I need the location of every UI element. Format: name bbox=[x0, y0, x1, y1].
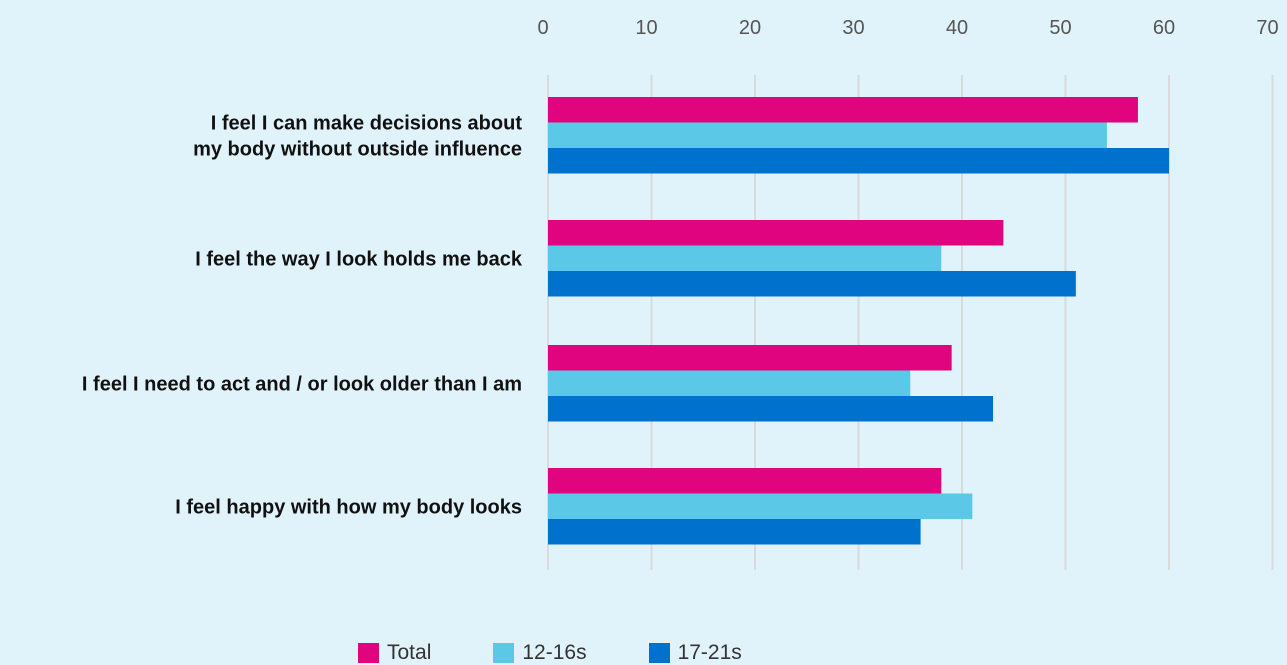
legend-swatch-17-21s bbox=[648, 643, 670, 663]
legend-item-12-16s: 12-16s bbox=[493, 641, 587, 665]
bar-chart: 0 10 20 30 40 50 60 70 I feel I can make decisi… bbox=[82, 17, 1279, 570]
x-tick-label: 50 bbox=[1049, 17, 1071, 39]
legend-label-total: Total bbox=[387, 641, 432, 664]
legend-swatch-total bbox=[358, 643, 379, 663]
bar bbox=[548, 271, 1076, 297]
legend: Total 12-16s 17-21s bbox=[358, 641, 804, 665]
bar bbox=[548, 122, 1107, 148]
x-tick-label: 60 bbox=[1153, 17, 1175, 39]
bar bbox=[548, 220, 1004, 246]
category-label: I feel I need to act and / or look older… bbox=[82, 373, 522, 395]
bar bbox=[548, 97, 1138, 123]
bar bbox=[548, 396, 994, 422]
legend-label-17-21s: 17-21s bbox=[677, 641, 742, 664]
category-label: my body without outside influence bbox=[193, 138, 522, 160]
bar bbox=[548, 245, 942, 271]
legend-swatch-12-16s bbox=[493, 643, 515, 663]
bar bbox=[548, 370, 911, 396]
x-tick-label: 10 bbox=[635, 17, 657, 39]
bar bbox=[548, 345, 952, 371]
x-tick-label: 40 bbox=[946, 17, 968, 39]
legend-item-total: Total bbox=[358, 641, 431, 665]
category-labels: I feel I can make decisions about my body… bbox=[82, 112, 523, 518]
x-axis-ticks: 0 10 20 30 40 50 60 70 bbox=[537, 17, 1278, 39]
bar bbox=[548, 519, 921, 545]
bar bbox=[548, 493, 973, 519]
category-label: I feel the way I look holds me back bbox=[195, 248, 523, 270]
legend-label-12-16s: 12-16s bbox=[522, 641, 587, 664]
x-tick-label: 30 bbox=[842, 17, 864, 39]
bars bbox=[548, 97, 1169, 545]
category-label: I feel I can make decisions about bbox=[211, 112, 523, 134]
legend-item-17-21s: 17-21s bbox=[648, 641, 742, 665]
bar bbox=[548, 468, 942, 494]
x-tick-label: 70 bbox=[1256, 17, 1278, 39]
x-tick-label: 0 bbox=[537, 17, 548, 39]
bar bbox=[548, 148, 1169, 174]
category-label: I feel happy with how my body looks bbox=[175, 496, 522, 518]
x-tick-label: 20 bbox=[739, 17, 761, 39]
